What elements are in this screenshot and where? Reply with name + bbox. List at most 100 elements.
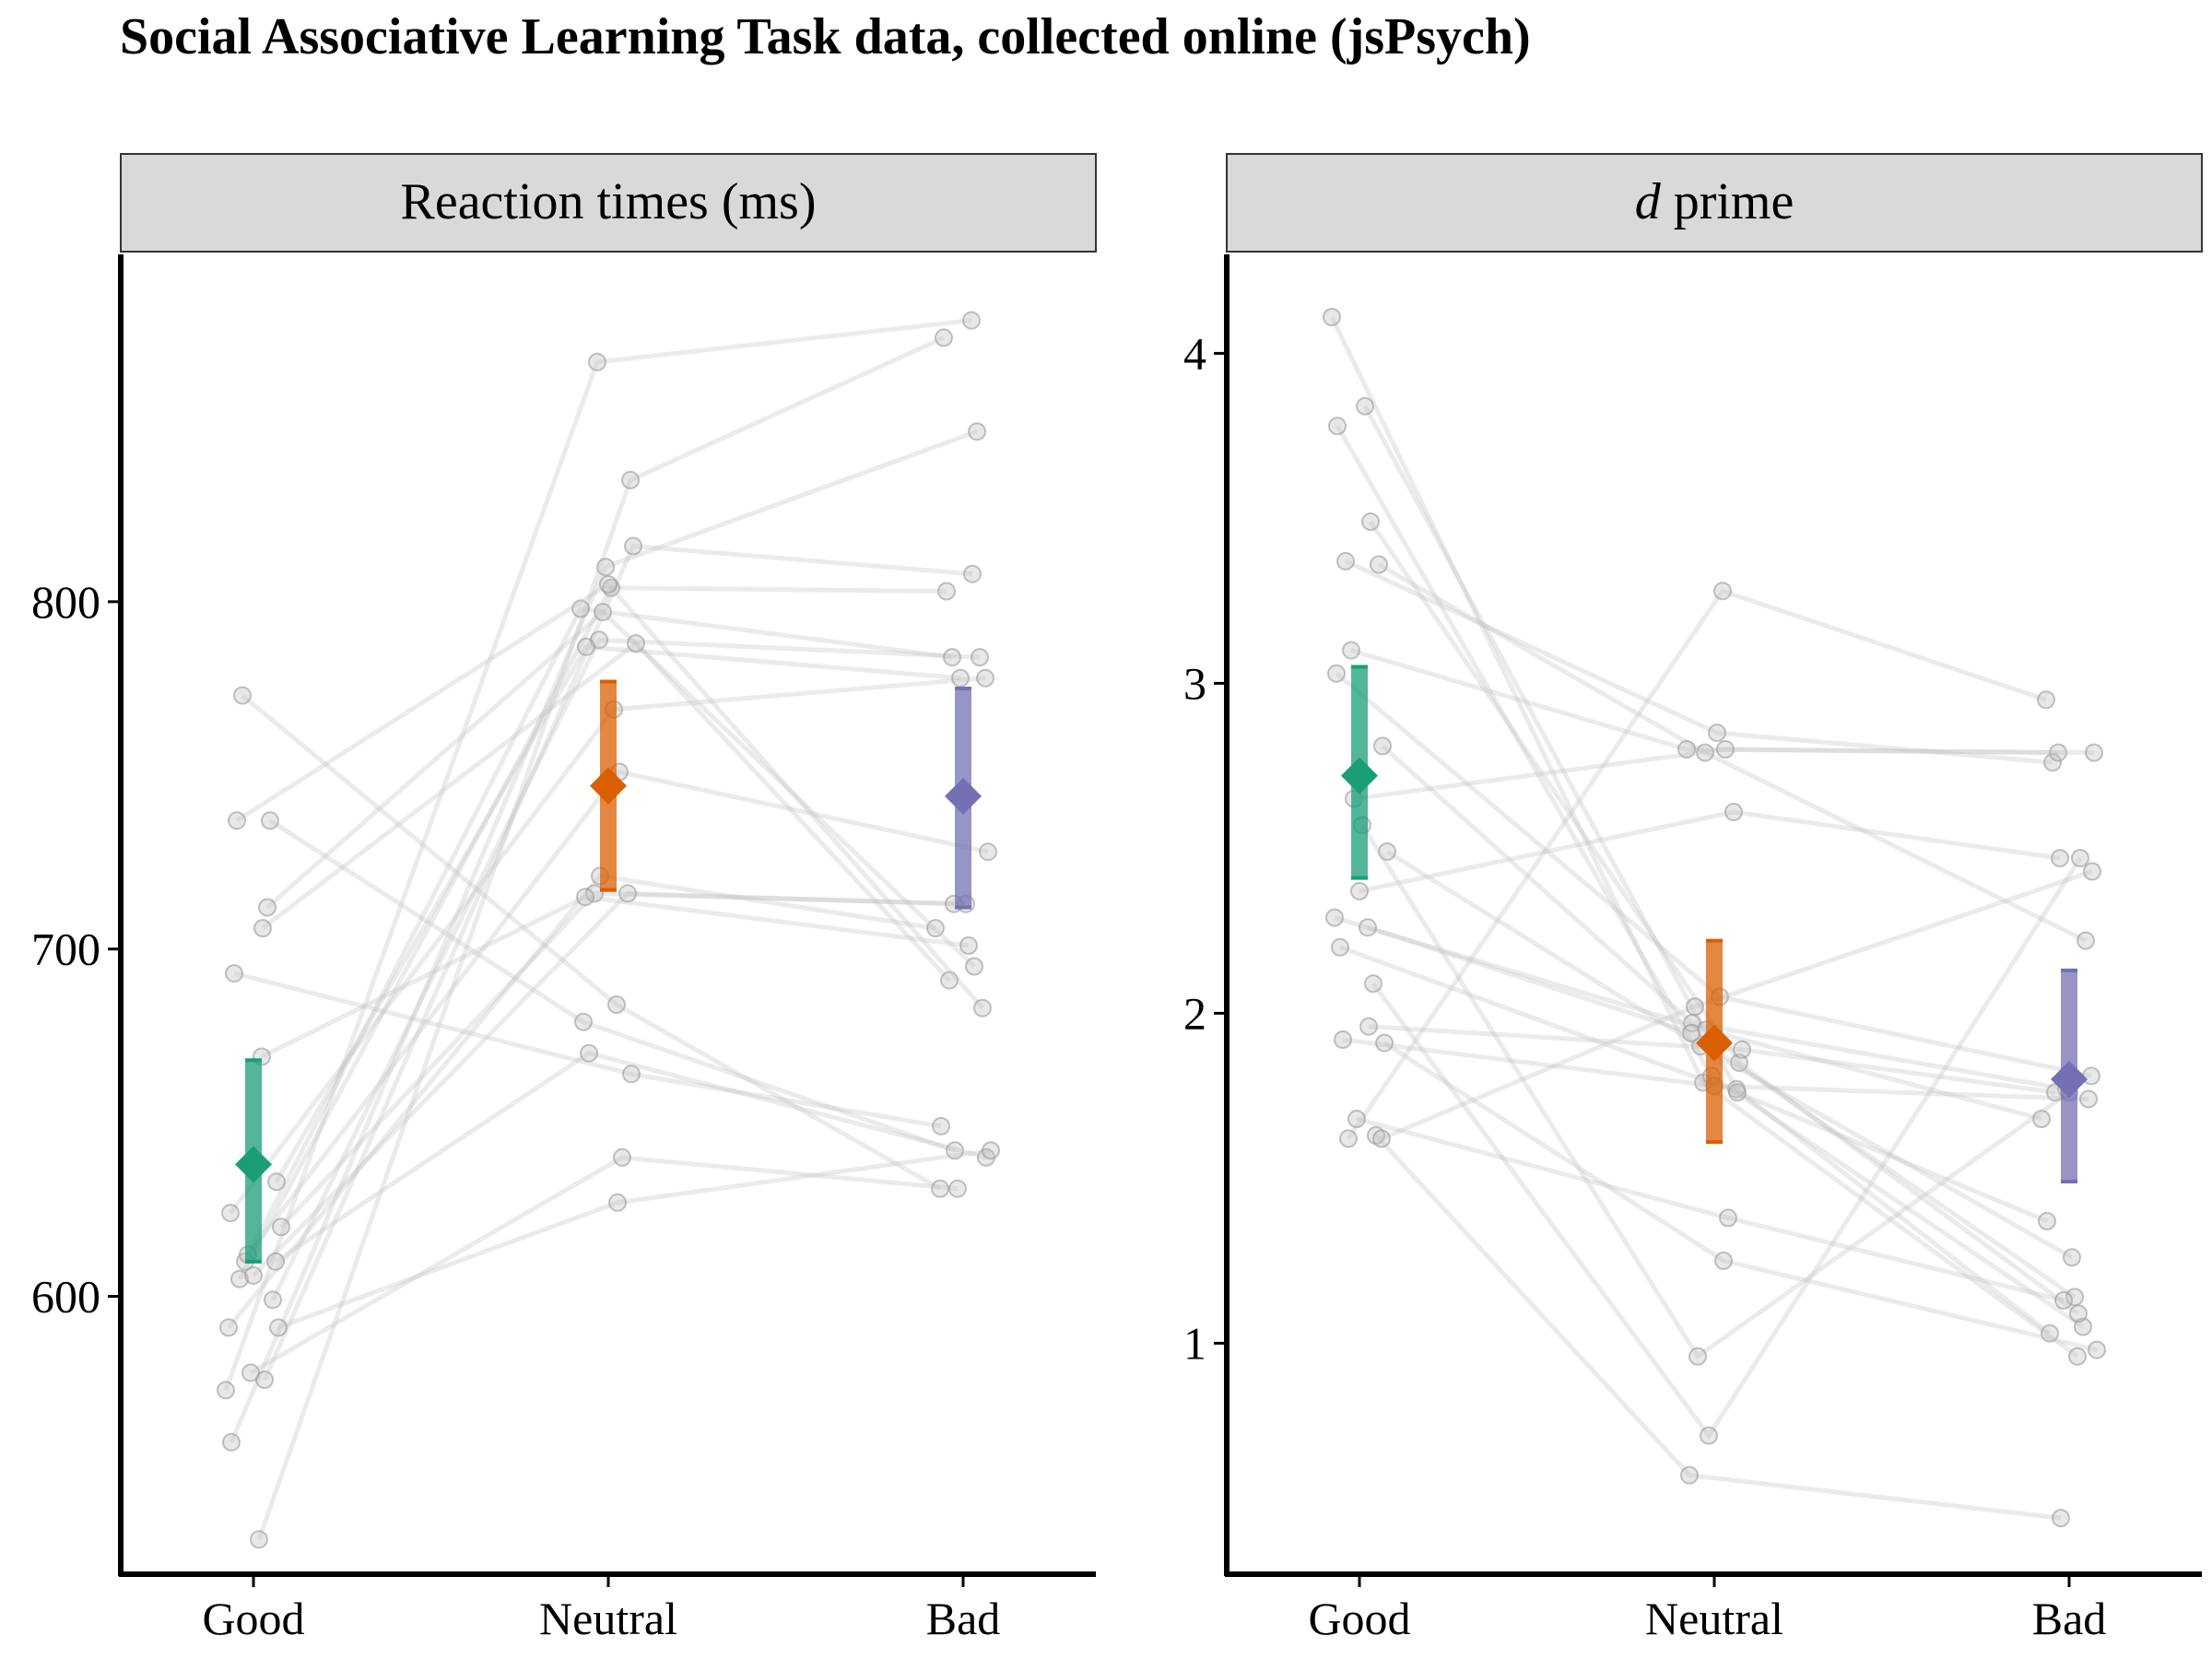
- dprime-subject-line: [1339, 945, 2048, 1224]
- dprime-subject-point: [1359, 918, 1377, 937]
- dprime-subject-line: [1353, 747, 2095, 802]
- dprime-subject-point: [1708, 724, 1726, 743]
- rt-subject-point: [618, 884, 637, 903]
- rt-subject-line: [265, 608, 976, 969]
- rt-subject-point: [228, 811, 246, 830]
- rt-subject-point: [613, 1147, 631, 1167]
- dprime-x-tick-label: Bad: [2032, 1593, 2107, 1644]
- dprime-subject-point: [1714, 1251, 1733, 1270]
- dprime-subject-line: [1329, 315, 2079, 1359]
- dprime-subject-point: [1359, 1017, 1378, 1036]
- dprime-subject-point: [2051, 849, 2069, 868]
- rt-subject-point: [580, 1043, 598, 1063]
- dprime-strip: [1226, 153, 2203, 253]
- rt-subject-point: [946, 1141, 964, 1160]
- rt-subject-point: [973, 998, 992, 1018]
- rt-subject-line: [270, 637, 981, 1301]
- chart-title: Social Associative Learning Task data, c…: [120, 8, 1531, 65]
- dprime-subject-point: [2079, 1089, 2098, 1109]
- dprime-x-tick-label: Neutral: [1645, 1593, 1783, 1644]
- dprime-subject-point: [2054, 1290, 2073, 1310]
- rt-subject-point: [264, 1290, 282, 1310]
- dprime-subject-line: [1359, 809, 2061, 894]
- rt-strip: [120, 153, 1097, 253]
- rt-y-tick-label: 800: [31, 576, 100, 628]
- rt-subject-point: [221, 1204, 240, 1223]
- dprime-subject-line: [1382, 1041, 2098, 1353]
- dprime-panel-title: d prime: [1635, 173, 1794, 230]
- dprime-subject-line: [1381, 869, 2093, 1141]
- dprime-subject-line: [1368, 1024, 2056, 1095]
- dprime-subject-point: [1696, 743, 1714, 762]
- dprime-subject-line: [1371, 856, 2083, 1440]
- rt-x-tick-label: Neutral: [539, 1593, 677, 1644]
- dprime-subject-point: [2038, 1211, 2056, 1230]
- rt-subject-point: [959, 935, 978, 955]
- dprime-subject-line: [1374, 1134, 2062, 1521]
- dprime-subject-point: [1361, 512, 1380, 531]
- dprime-subject-point: [1356, 396, 1374, 416]
- rt-subject-point: [948, 1179, 967, 1198]
- dprime-subject-point: [1370, 555, 1388, 574]
- rt-panel: Reaction times (ms) 600 700 800 Good Neutral…: [31, 153, 1097, 1644]
- rt-subject-point: [241, 1363, 260, 1382]
- rt-subject-point: [608, 1193, 627, 1212]
- rt-subject-point: [968, 422, 986, 441]
- dprime-title-rest: prime: [1661, 173, 1794, 230]
- rt-subject-point: [217, 1381, 235, 1400]
- dprime-subject-point: [2068, 1347, 2087, 1366]
- dprime-subject-point: [1373, 736, 1392, 756]
- dprime-subject-point: [2043, 753, 2062, 772]
- rt-subject-point: [965, 957, 983, 976]
- dprime-subject-point: [1713, 582, 1732, 601]
- dprime-subject-point: [2041, 1324, 2059, 1343]
- rt-subject-line: [229, 429, 978, 1443]
- rt-x-tick-label: Bad: [926, 1593, 1001, 1644]
- dprime-subject-point: [1724, 803, 1743, 821]
- rt-x-tick-label: Good: [202, 1593, 304, 1644]
- dprime-subject-point: [2082, 1066, 2100, 1086]
- dprime-subject-point: [1688, 1347, 1707, 1366]
- rt-subject-point: [222, 1432, 241, 1452]
- rt-subject-line: [252, 890, 955, 1277]
- rt-subject-point: [979, 842, 997, 862]
- dprime-subject-point: [1716, 740, 1735, 759]
- rt-subject-point: [588, 352, 606, 371]
- dprime-subject-point: [1680, 1465, 1699, 1485]
- rt-subject-line: [261, 640, 951, 982]
- dprime-y-tick-label: 3: [1183, 657, 1206, 709]
- rt-subject-point: [622, 1065, 641, 1084]
- rt-subject-point: [266, 1252, 285, 1271]
- dprime-y-tick-label: 1: [1183, 1317, 1206, 1369]
- dprime-subject-point: [1334, 1030, 1352, 1049]
- dprime-subject-point: [1342, 641, 1360, 660]
- dprime-subject-point: [2088, 1340, 2106, 1359]
- dprime-subject-line: [1381, 744, 2067, 1092]
- dprime-subject-line: [1367, 924, 2077, 1300]
- rt-subject-point: [574, 1012, 593, 1031]
- rt-subject-point: [219, 1318, 238, 1337]
- dprime-subject-line: [1350, 648, 2059, 756]
- dprime-subject-point: [1331, 937, 1349, 957]
- rt-subject-line: [246, 769, 989, 1256]
- rt-subject-point: [940, 971, 959, 990]
- rt-subject-point: [267, 1172, 286, 1192]
- rt-subject-point: [963, 564, 982, 583]
- dprime-subject-point: [1323, 308, 1341, 326]
- dprime-subject-point: [2037, 690, 2055, 710]
- rt-mean-marker-bad: [945, 777, 982, 815]
- rt-subject-line: [262, 543, 973, 1382]
- dprime-mean-marker-neutral: [1696, 1024, 1733, 1062]
- rt-subject-line: [237, 585, 947, 1280]
- rt-subject-point: [943, 648, 961, 667]
- dprime-subject-point: [2049, 743, 2067, 762]
- dprime-subject-point: [1328, 417, 1347, 436]
- rt-subject-point: [599, 575, 618, 594]
- rt-subject-point: [937, 582, 956, 601]
- rt-subject-line: [274, 644, 961, 1183]
- rt-subject-point: [576, 888, 594, 907]
- dprime-y-tick-label: 2: [1183, 987, 1206, 1039]
- rt-subject-point: [624, 536, 642, 556]
- dprime-subject-point: [2083, 862, 2101, 881]
